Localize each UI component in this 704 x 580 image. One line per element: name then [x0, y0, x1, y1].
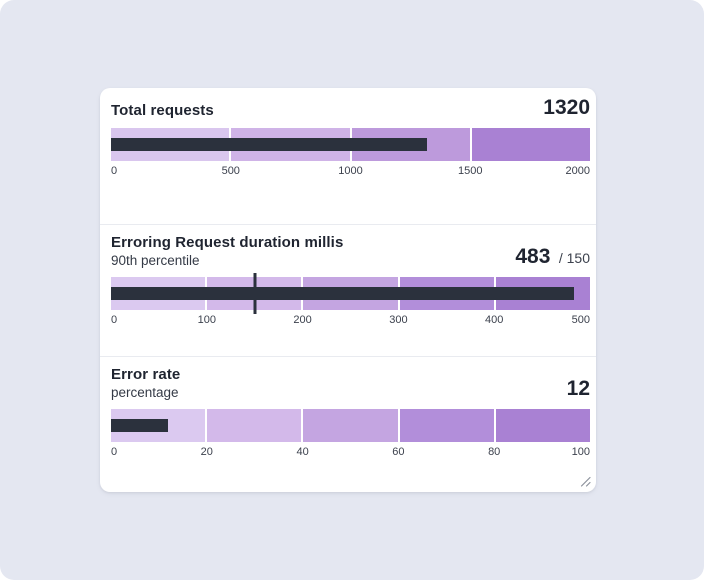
bullet-chart-total-requests: 0 500 1000 1500 2000: [111, 128, 590, 179]
metric-value: 12: [566, 377, 590, 400]
metric-labels: Error rate percentage: [111, 365, 180, 401]
tick-label: 400: [485, 314, 504, 326]
tick-label: 0: [111, 314, 118, 326]
tick-label: 80: [488, 446, 501, 458]
tick-label: 0: [111, 165, 118, 177]
tick-label: 2000: [565, 165, 590, 177]
bullet-bands: [111, 409, 591, 442]
metric-subtitle: 90th percentile: [111, 253, 200, 268]
bullet-band: [399, 409, 494, 442]
tick-label: 300: [389, 314, 408, 326]
metric-value: 483: [515, 245, 551, 268]
target-marker: [253, 273, 257, 314]
metrics-panel: Total requests 1320 0 500 1000 1500 2000 Err…: [100, 88, 596, 492]
tick-label: 20: [200, 446, 213, 458]
bullet-band: [471, 128, 590, 161]
metric-header: Erroring Request duration millis 90th pe…: [111, 233, 590, 269]
metric-section-error-duration: Erroring Request duration millis 90th pe…: [100, 225, 596, 357]
tick-label: 500: [571, 314, 590, 326]
bullet-chart-error-duration: 0 100 200 300 400 500: [111, 273, 591, 328]
tick-label: 40: [296, 446, 309, 458]
metric-value-wrap: 483 / 150: [515, 245, 590, 269]
axis-tick-labels: 0 100 200 300 400 500: [111, 314, 590, 328]
metric-target-value: / 150: [558, 250, 590, 266]
tick-label: 0: [111, 446, 118, 458]
tick-label: 60: [392, 446, 405, 458]
tick-label: 500: [221, 165, 240, 177]
metric-subtitle: percentage: [111, 385, 179, 400]
value-bar: [111, 419, 169, 432]
bullet-band: [495, 409, 591, 442]
metric-labels: Total requests: [111, 101, 214, 120]
metric-title: Total requests: [111, 102, 214, 119]
bullet-band: [207, 409, 302, 442]
metric-section-error-rate: Error rate percentage 12 0 20 40 60 80 100: [100, 357, 596, 492]
metric-value-wrap: 12: [567, 377, 590, 401]
metric-header: Total requests 1320: [111, 96, 590, 120]
bullet-bands: [111, 128, 590, 161]
tick-label: 100: [197, 314, 216, 326]
bullet-bands: [111, 273, 591, 314]
metric-value: 1320: [543, 96, 590, 119]
metric-labels: Erroring Request duration millis 90th pe…: [111, 233, 343, 269]
value-bar: [111, 138, 428, 151]
tick-label: 1500: [458, 165, 483, 177]
metric-title: Error rate: [111, 366, 181, 383]
metric-header: Error rate percentage 12: [111, 365, 590, 401]
bullet-chart-error-rate: 0 20 40 60 80 100: [111, 409, 591, 460]
value-bar: [111, 287, 574, 300]
metric-section-total-requests: Total requests 1320 0 500 1000 1500 2000: [100, 88, 596, 225]
metric-title: Erroring Request duration millis: [111, 234, 344, 251]
axis-tick-labels: 0 20 40 60 80 100: [111, 446, 590, 460]
tick-label: 1000: [338, 165, 363, 177]
axis-tick-labels: 0 500 1000 1500 2000: [111, 165, 590, 179]
bullet-band: [303, 409, 398, 442]
tick-label: 200: [293, 314, 312, 326]
metric-value-wrap: 1320: [543, 96, 590, 120]
resize-handle-icon[interactable]: [580, 476, 591, 487]
tick-label: 100: [571, 446, 590, 458]
